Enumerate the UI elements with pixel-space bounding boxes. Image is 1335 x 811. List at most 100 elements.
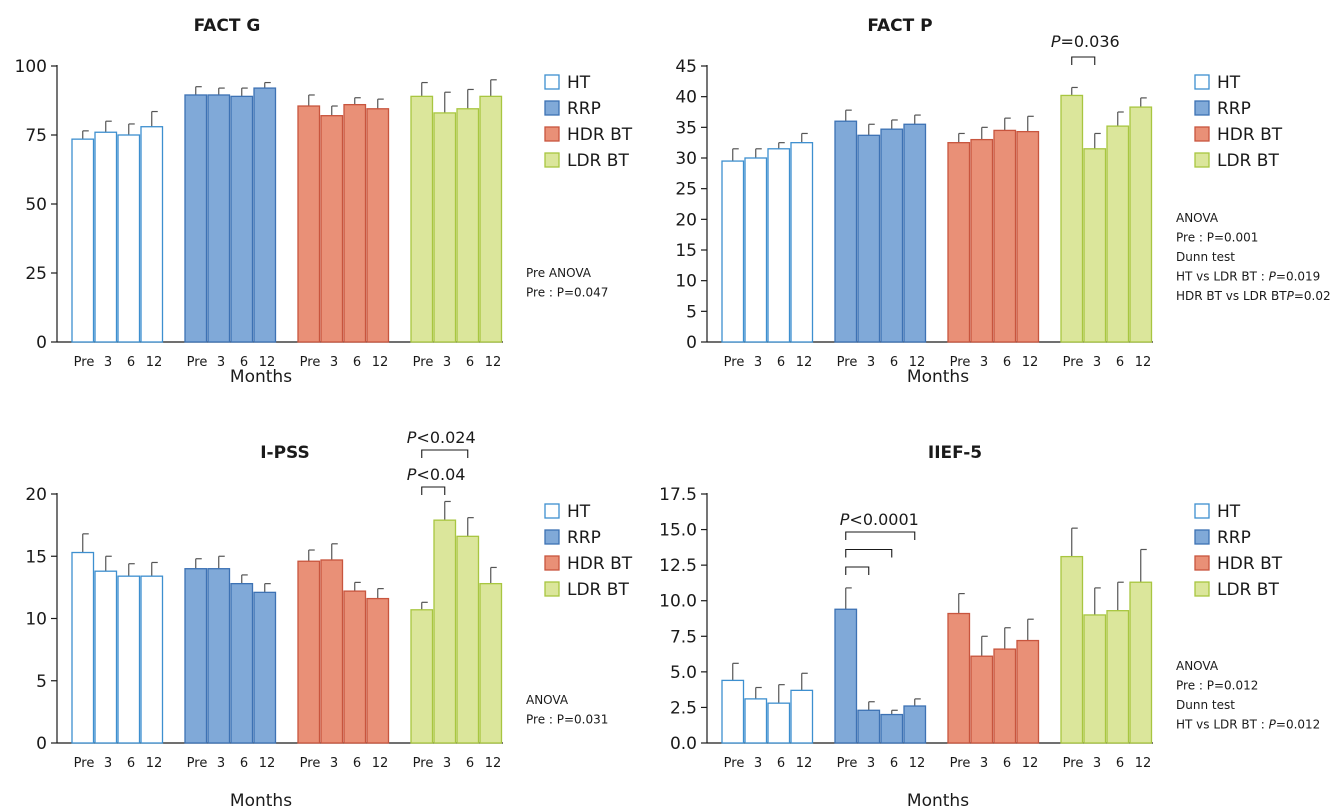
y-tick-label: 20: [675, 210, 697, 230]
x-tick-label: 6: [127, 756, 135, 771]
x-tick-label: 6: [890, 355, 898, 370]
bar-ht: [117, 575, 141, 744]
y-tick-label: 17.5: [659, 485, 697, 505]
y-tick-label: 45: [675, 57, 697, 77]
stats-annotation: Pre : P=0.031: [526, 713, 608, 727]
x-tick-label: 3: [867, 756, 875, 771]
legend-swatch: [1194, 503, 1210, 519]
bar-ht: [721, 679, 745, 744]
x-tick-label: 12: [909, 756, 926, 771]
bar-hdr-bt: [366, 597, 390, 744]
stats-annotation: HT vs LDR BT : P=0.012: [1176, 718, 1320, 732]
bar-ldr-bt: [1106, 125, 1130, 343]
bar-rrp: [184, 568, 208, 744]
significance-bracket: [1071, 56, 1096, 65]
x-tick-label: 12: [796, 355, 813, 370]
legend-label: LDR BT: [567, 580, 629, 600]
legend-swatch: [544, 126, 560, 142]
chart-title: FACT P: [867, 16, 932, 36]
bar-rrp: [903, 705, 927, 744]
bar-rrp: [230, 582, 254, 744]
stats-annotation: HT vs LDR BT : P=0.019: [1176, 270, 1320, 284]
y-tick-label: 2.5: [670, 698, 697, 718]
legend-label: LDR BT: [1217, 151, 1279, 171]
y-tick-label: 50: [25, 195, 47, 215]
y-tick-label: 35: [675, 118, 697, 138]
x-tick-label: 3: [217, 756, 225, 771]
x-axis-label: Months: [230, 791, 292, 811]
x-tick-label: 3: [1093, 355, 1101, 370]
y-tick-label: 30: [675, 149, 697, 169]
y-tick-label: 15: [675, 241, 697, 261]
x-tick-label: Pre: [1063, 756, 1084, 771]
legend-label: HT: [567, 73, 591, 93]
legend-label: HDR BT: [567, 125, 633, 145]
stats-annotation: ANOVA: [1176, 211, 1219, 225]
y-tick-label: 0.0: [670, 734, 697, 754]
x-tick-label: Pre: [74, 756, 95, 771]
y-tick-label: 15.0: [659, 521, 697, 541]
bar-ht: [767, 702, 791, 744]
bar-ldr-bt: [479, 95, 503, 343]
x-tick-label: 3: [217, 355, 225, 370]
bar-ht: [767, 148, 791, 343]
stats-annotation: Pre ANOVA: [526, 266, 592, 280]
x-tick-label: 6: [466, 355, 474, 370]
stats-annotation: Pre : P=0.001: [1176, 231, 1258, 245]
x-tick-label: 12: [146, 355, 163, 370]
bar-ldr-bt: [1129, 581, 1153, 744]
significance-bracket: [845, 531, 916, 540]
legend-swatch: [544, 555, 560, 571]
stats-annotation: ANOVA: [1176, 659, 1219, 673]
y-tick-label: 10: [25, 610, 47, 630]
bar-rrp: [253, 87, 277, 343]
x-tick-label: 3: [754, 756, 762, 771]
x-tick-label: 3: [980, 756, 988, 771]
legend-swatch: [544, 503, 560, 519]
bar-rrp: [253, 591, 277, 744]
bar-ht: [790, 689, 814, 744]
bar-rrp: [834, 608, 858, 744]
bar-hdr-bt: [320, 115, 344, 343]
bar-ldr-bt: [1060, 555, 1084, 744]
x-tick-label: 6: [1116, 355, 1124, 370]
significance-label: P<0.0001: [840, 510, 919, 529]
bar-ldr-bt: [1083, 148, 1107, 343]
legend-swatch: [1194, 74, 1210, 90]
stats-annotation: Dunn test: [1176, 698, 1235, 712]
x-tick-label: 12: [485, 756, 502, 771]
bar-ldr-bt: [410, 609, 434, 744]
bar-ht: [721, 160, 745, 343]
legend-label: HDR BT: [1217, 554, 1283, 574]
bar-rrp: [207, 94, 231, 343]
y-tick-label: 40: [675, 88, 697, 108]
legend-swatch: [1194, 555, 1210, 571]
x-tick-label: Pre: [413, 756, 434, 771]
x-tick-label: 12: [1022, 355, 1039, 370]
x-tick-label: 12: [146, 756, 163, 771]
x-tick-label: 6: [353, 756, 361, 771]
x-tick-label: Pre: [413, 355, 434, 370]
bar-ht: [140, 575, 164, 744]
bar-hdr-bt: [343, 103, 367, 343]
y-tick-label: 100: [15, 57, 47, 77]
bar-ldr-bt: [456, 535, 480, 744]
bar-hdr-bt: [970, 655, 994, 744]
x-tick-label: Pre: [187, 355, 208, 370]
legend: HT RRP HDR BT LDR BT: [1194, 73, 1283, 171]
stats-annotation: Pre : P=0.047: [526, 286, 608, 300]
x-axis-label: Months: [907, 791, 969, 811]
bar-hdr-bt: [947, 142, 971, 343]
x-tick-label: 3: [443, 756, 451, 771]
legend-label: RRP: [1217, 528, 1251, 548]
x-tick-label: 3: [330, 756, 338, 771]
x-tick-label: Pre: [837, 756, 858, 771]
x-tick-label: 12: [485, 355, 502, 370]
bar-rrp: [903, 123, 927, 343]
bar-rrp: [207, 568, 231, 744]
significance-bracket: [845, 566, 870, 575]
x-tick-label: Pre: [1063, 355, 1084, 370]
bar-ldr-bt: [1083, 614, 1107, 744]
x-tick-label: 6: [777, 355, 785, 370]
